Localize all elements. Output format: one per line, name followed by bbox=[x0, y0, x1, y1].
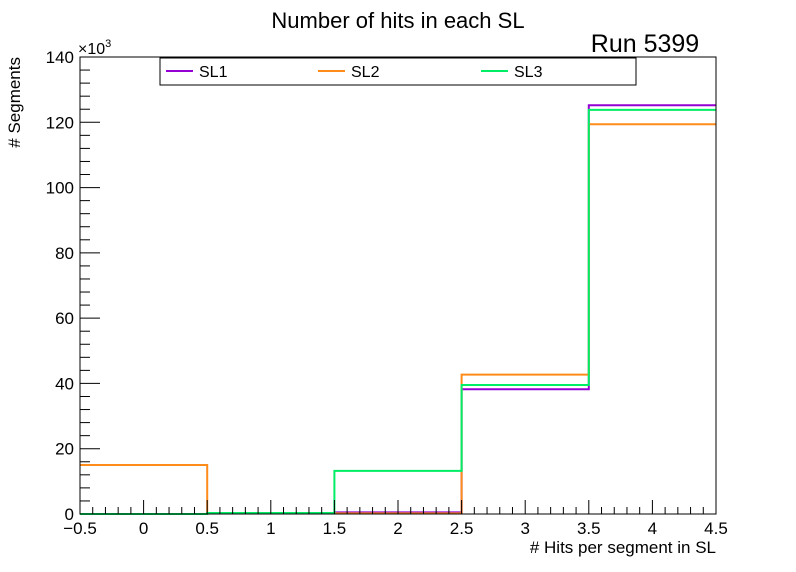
x-tick-label: 0 bbox=[139, 519, 148, 538]
y-tick-label: 80 bbox=[55, 244, 74, 263]
series-line-sl2 bbox=[80, 123, 716, 515]
y-tick-label: 40 bbox=[55, 374, 74, 393]
y-tick-label: 120 bbox=[46, 113, 74, 132]
x-tick-label: 2 bbox=[393, 519, 402, 538]
y-tick-label: 140 bbox=[46, 48, 74, 67]
y-tick-label: 0 bbox=[65, 505, 74, 524]
legend-label-sl1: SL1 bbox=[199, 64, 228, 81]
x-tick-label: −0.5 bbox=[63, 519, 97, 538]
y-tick-label: 60 bbox=[55, 309, 74, 328]
y-multiplier: ×103 bbox=[78, 38, 111, 58]
x-tick-label: 4 bbox=[648, 519, 657, 538]
series-line-sl1 bbox=[80, 104, 716, 515]
plot-frame bbox=[79, 56, 717, 515]
x-axis-title: # Hits per segment in SL bbox=[530, 538, 716, 557]
x-tick-label: 3 bbox=[520, 519, 529, 538]
x-tick-label: 1 bbox=[266, 519, 275, 538]
chart-title: Number of hits in each SL bbox=[271, 8, 524, 33]
series-line-sl3 bbox=[80, 108, 716, 515]
legend-box bbox=[159, 57, 637, 86]
series-layer bbox=[80, 104, 716, 515]
legend: SL1 SL2 SL3 bbox=[159, 57, 637, 86]
legend-label-sl3: SL3 bbox=[514, 64, 543, 81]
y-axis-title: # Segments bbox=[5, 57, 24, 148]
x-tick-labels: −0.5 0 0.5 1 1.5 2 2.5 3 3.5 4 4.5 bbox=[63, 519, 728, 538]
axis-ticks bbox=[79, 56, 717, 515]
x-tick-label: 1.5 bbox=[323, 519, 347, 538]
x-tick-label: 0.5 bbox=[195, 519, 219, 538]
run-annotation: Run 5399 bbox=[591, 30, 699, 58]
legend-label-sl2: SL2 bbox=[351, 64, 380, 81]
y-tick-labels: 0 20 40 60 80 100 120 140 bbox=[46, 48, 74, 524]
x-tick-label: 4.5 bbox=[704, 519, 728, 538]
y-tick-label: 20 bbox=[55, 440, 74, 459]
x-tick-label: 2.5 bbox=[450, 519, 474, 538]
y-tick-label: 100 bbox=[46, 179, 74, 198]
x-tick-label: 3.5 bbox=[577, 519, 601, 538]
